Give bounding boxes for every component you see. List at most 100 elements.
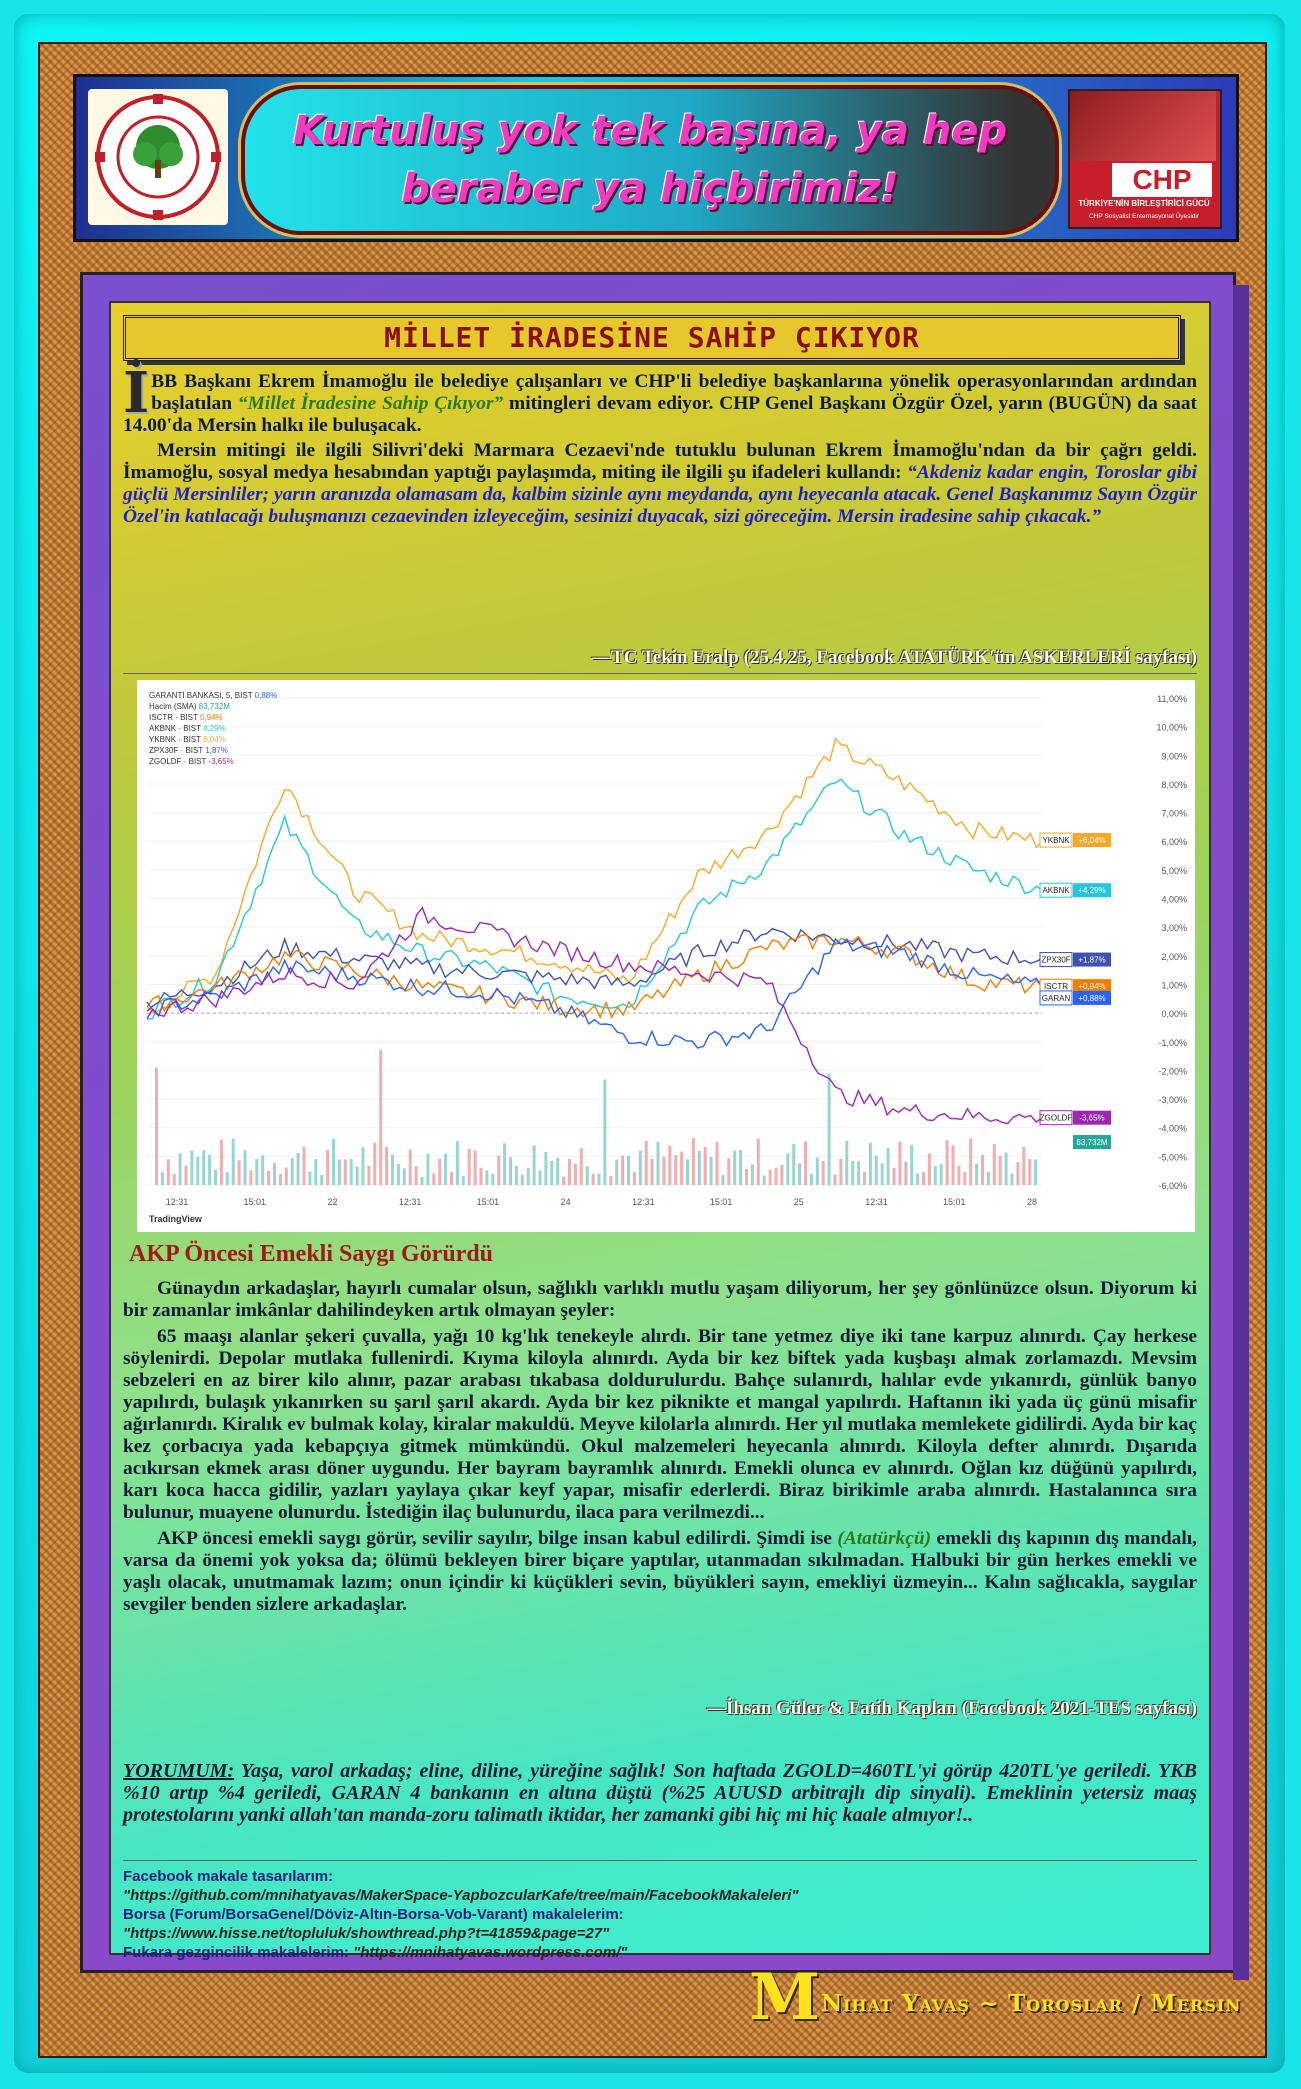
volume-bar <box>975 1163 979 1185</box>
volume-bar <box>597 1173 601 1185</box>
volume-bar <box>225 1172 229 1185</box>
y-tick-label: 6,00% <box>1161 837 1187 847</box>
legend-item: GARANTİ BANKASI, 5, BIST 0,88% <box>149 691 277 700</box>
end-value: -3,65% <box>1079 1114 1104 1123</box>
x-tick-label: 12:31 <box>399 1197 422 1207</box>
volume-bar <box>426 1153 430 1185</box>
end-value-box <box>1073 990 1111 1005</box>
volume-bar <box>231 1138 235 1185</box>
volume-bar <box>922 1171 925 1185</box>
volume-bar <box>467 1148 471 1185</box>
volume-bar <box>910 1144 914 1185</box>
volume-bar <box>556 1157 560 1185</box>
volume-bar <box>455 1141 459 1185</box>
volume-bar <box>697 1150 701 1185</box>
link-wordpress[interactable]: "https://mnihatyavas.wordpress.com/" <box>353 1944 628 1961</box>
volume-bar <box>750 1164 754 1185</box>
volume-bar <box>579 1148 583 1185</box>
volume-bar <box>284 1167 288 1185</box>
volume-bar <box>863 1171 866 1185</box>
y-tick-label: -1,00% <box>1158 1038 1187 1048</box>
x-tick-label: 12:31 <box>166 1197 189 1207</box>
volume-bar <box>904 1161 908 1185</box>
volume-bar <box>857 1161 861 1185</box>
volume-bar <box>544 1152 548 1185</box>
volume-bar <box>290 1158 294 1185</box>
volume-bar <box>868 1142 872 1185</box>
x-tick-label: 15:01 <box>243 1197 266 1207</box>
volume-bar <box>933 1165 937 1185</box>
volume-bar <box>414 1166 418 1185</box>
link-github[interactable]: "https://github.com/mnihatyavas/MakerSpa… <box>123 1887 799 1904</box>
article-title: MİLLET İRADESİNE SAHİP ÇIKIYOR <box>123 315 1181 361</box>
volume-bar <box>379 1049 383 1185</box>
legend-item: AKBNK · BIST 4,29% <box>149 724 226 733</box>
divider <box>123 673 1197 674</box>
slogan-line-2: beraber ya hiçbirimiz! <box>401 166 899 212</box>
volume-bar <box>550 1160 554 1185</box>
volume-bar <box>886 1147 890 1185</box>
volume-bar <box>733 1150 737 1185</box>
chart-svg: 11,00% 10,00% 9,00% 8,00% 7,00% 6,00% 5,00% 4,0… <box>146 691 1187 1224</box>
end-tag: GARAN <box>1042 994 1071 1003</box>
volume-bar <box>898 1141 902 1185</box>
volume-bar <box>249 1170 253 1185</box>
x-tick-label: 12:31 <box>865 1197 888 1207</box>
volume-bar <box>337 1159 341 1185</box>
volume-bar <box>603 1079 607 1185</box>
volume-bar <box>497 1155 501 1185</box>
link-hisse[interactable]: "https://www.hisse.net/topluluk/showthre… <box>123 1925 610 1942</box>
end-tag: ISCTR <box>1044 982 1068 991</box>
volume-bar <box>302 1146 306 1185</box>
volume-bar <box>668 1145 672 1185</box>
y-tick-label: 11,00% <box>1157 694 1187 704</box>
volume-bar <box>986 1172 990 1185</box>
volume-bar <box>432 1173 436 1185</box>
volume-bar <box>314 1158 318 1185</box>
volume-bar <box>332 1138 335 1185</box>
volume-bar <box>1022 1146 1026 1185</box>
y-tick-label: 2,00% <box>1161 952 1187 962</box>
chp-footnote: CHP Sosyalist Enternasyonal Üyesidir <box>1088 213 1200 220</box>
volume-bar <box>845 1140 849 1185</box>
comment-block: YORUMUM: Yaşa, varol arkadaş; eline, dil… <box>123 1760 1197 1826</box>
volume-bar <box>473 1150 477 1185</box>
volume-bar <box>408 1149 412 1185</box>
volume-bar <box>1028 1159 1032 1185</box>
article2-heading: AKP Öncesi Emekli Saygı Görürdü <box>129 1241 494 1267</box>
volume-bar <box>184 1165 188 1185</box>
end-value: 83,732M <box>1076 1138 1107 1147</box>
y-tick-label: 4,00% <box>1161 895 1187 905</box>
volume-bar <box>780 1164 784 1185</box>
article2-signature: —İhsan Güler & Fatih Kaplan (Facebook 20… <box>706 1698 1197 1719</box>
volume-bar <box>326 1149 330 1185</box>
volume-bar <box>627 1155 630 1185</box>
y-tick-label: 7,00% <box>1161 809 1187 819</box>
volume-bar <box>638 1150 642 1185</box>
volume-bar <box>503 1143 507 1185</box>
volume-bar <box>650 1158 654 1185</box>
chp-tagline: TÜRKİYE'NİN BİRLEŞTİRİCİ GÜCÜ <box>1078 199 1210 208</box>
volume-bar <box>562 1176 566 1185</box>
end-value: +0,88% <box>1078 994 1105 1003</box>
end-value-box <box>1073 952 1111 967</box>
tes-logo <box>88 89 228 225</box>
article-card: MİLLET İRADESİNE SAHİP ÇIKIYOR İ BB Başka… <box>109 301 1211 1961</box>
end-tag-box <box>1039 1110 1073 1126</box>
volume-bar <box>1004 1152 1008 1185</box>
volume-bar <box>267 1170 271 1185</box>
legend-item: ZGOLDF · BIST -3,65% <box>149 757 234 766</box>
volume-bar <box>715 1141 719 1185</box>
volume-bar <box>951 1145 955 1185</box>
volume-bar <box>243 1150 247 1185</box>
content-panel: MİLLET İRADESİNE SAHİP ÇIKIYOR İ BB Başka… <box>80 272 1249 1980</box>
volume-bar <box>219 1139 223 1185</box>
tes-emblem-icon <box>95 94 221 220</box>
volume-bar <box>691 1138 695 1185</box>
volume-bar <box>644 1140 648 1185</box>
volume-bar <box>196 1157 200 1185</box>
x-tick-label: 24 <box>561 1197 571 1207</box>
series-line-akbnk <box>146 778 1043 1021</box>
volume-bar <box>851 1160 855 1185</box>
volume-bar <box>792 1143 796 1185</box>
